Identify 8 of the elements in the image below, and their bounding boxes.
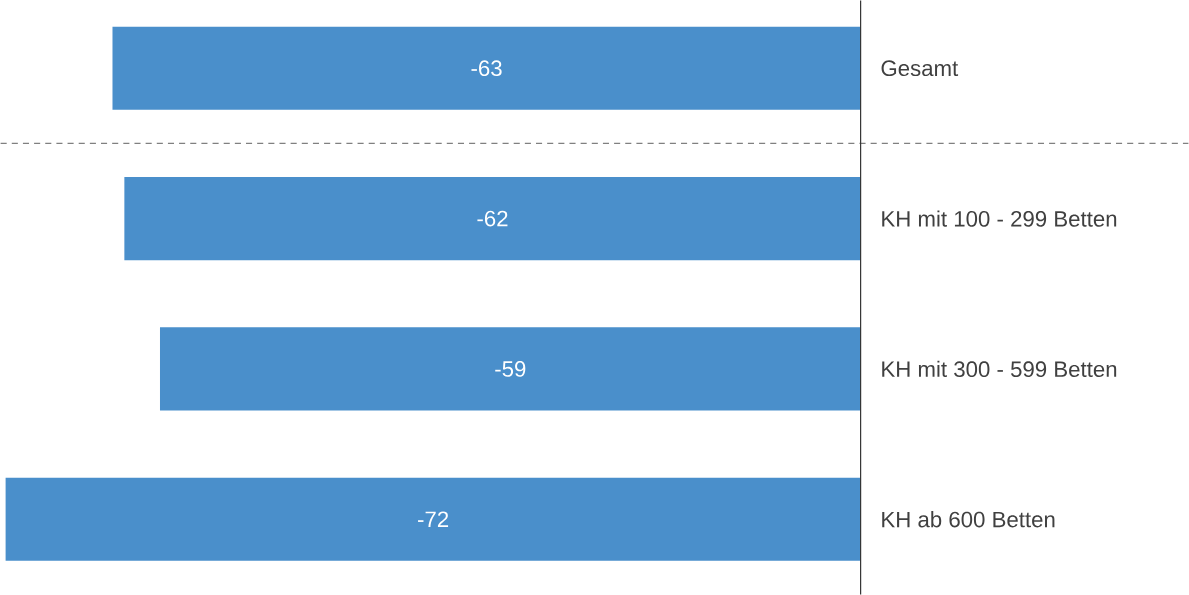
y-tick-label: KH mit 300 - 599 Betten (882, 360, 1117, 378)
y-tick-label: KH mit 100 - 299 Betten (882, 210, 1117, 227)
y-tick-label: Gesamt (881, 60, 959, 77)
y-tick-label: KH ab 600 Betten (882, 511, 1055, 528)
data-label: -62 (477, 210, 508, 227)
data-label: -72 (418, 511, 449, 527)
data-label: -63 (471, 60, 502, 77)
data-label: -59 (495, 361, 526, 377)
